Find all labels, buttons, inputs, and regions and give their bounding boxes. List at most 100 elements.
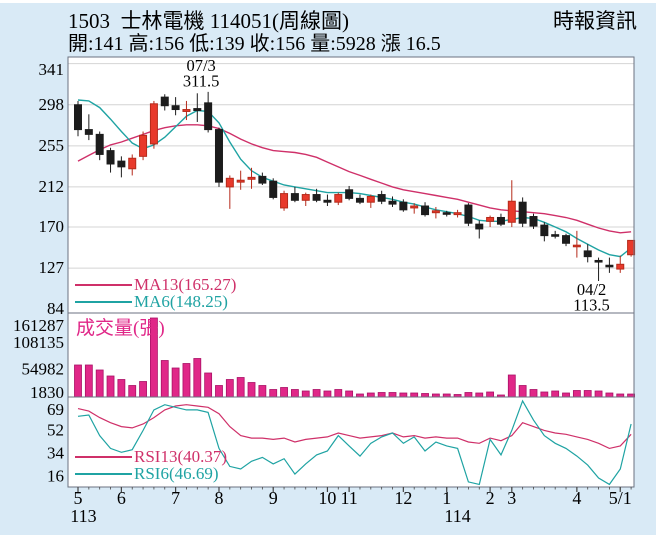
volume-bar bbox=[160, 360, 169, 398]
candle-body bbox=[594, 259, 603, 263]
svg-text:170: 170 bbox=[39, 217, 65, 236]
ma-line-swatch bbox=[75, 300, 132, 303]
svg-text:16: 16 bbox=[47, 467, 64, 486]
ma6-line bbox=[77, 99, 632, 258]
candle-body bbox=[312, 194, 321, 201]
candle-body bbox=[204, 102, 213, 131]
volume-bar bbox=[540, 391, 549, 398]
x-month-label: 2 bbox=[486, 488, 495, 508]
annotation-text: 04/2 bbox=[577, 280, 606, 299]
rsi-legend-label: RSI13(40.37) bbox=[134, 447, 228, 466]
volume-bar bbox=[225, 379, 234, 398]
candle-body bbox=[627, 239, 636, 256]
svg-text:108135: 108135 bbox=[13, 333, 64, 352]
candle-body bbox=[518, 201, 527, 224]
candle-body bbox=[269, 180, 278, 198]
volume-bar bbox=[280, 387, 288, 398]
candle-body bbox=[496, 216, 505, 225]
volume-bar bbox=[204, 372, 213, 398]
volume-bar bbox=[421, 393, 429, 398]
price-y-axis-labels: 341 298 255 212 170 127 84 bbox=[39, 60, 65, 318]
ma-legend-item: MA13(165.27) bbox=[75, 276, 236, 293]
volume-panel-title: 成交量(張) bbox=[76, 318, 165, 339]
candle-body bbox=[562, 235, 571, 244]
data-source-label: 時報資訊 bbox=[553, 9, 637, 33]
volume-bar bbox=[312, 389, 321, 398]
x-month-label: 10 bbox=[318, 488, 336, 508]
volume-bar bbox=[551, 390, 560, 398]
candle-body bbox=[616, 263, 625, 270]
candle-body bbox=[388, 200, 397, 205]
volume-bar bbox=[334, 389, 343, 398]
svg-text:84: 84 bbox=[47, 299, 65, 318]
candle-body bbox=[377, 194, 386, 202]
volume-bar bbox=[117, 379, 126, 398]
ma-line-swatch bbox=[75, 283, 132, 286]
plot-border bbox=[67, 56, 635, 488]
volume-bar bbox=[182, 363, 191, 398]
rsi-line-swatch bbox=[75, 455, 132, 458]
svg-text:161287: 161287 bbox=[13, 316, 65, 335]
candle-body bbox=[366, 195, 375, 203]
candle-body bbox=[421, 205, 430, 216]
svg-text:127: 127 bbox=[39, 258, 65, 277]
volume-bars bbox=[74, 317, 635, 398]
x-month-label: 1 bbox=[442, 488, 451, 508]
candle-body bbox=[475, 223, 484, 230]
volume-bar bbox=[464, 392, 473, 398]
volume-bar bbox=[572, 390, 581, 398]
rsi-legend-item: RSI13(40.37) bbox=[75, 448, 227, 465]
ma-legend-item: MA6(148.25) bbox=[75, 293, 236, 310]
svg-text:52: 52 bbox=[47, 420, 64, 439]
ma-legend-label: MA6(148.25) bbox=[134, 292, 228, 311]
rsi-line-swatch bbox=[75, 472, 132, 475]
candle-body bbox=[529, 216, 538, 227]
ma-legend: MA13(165.27) MA6(148.25) bbox=[75, 276, 236, 310]
candle-body bbox=[106, 150, 115, 165]
ma-legend-label: MA13(165.27) bbox=[134, 275, 237, 294]
volume-bar bbox=[323, 390, 332, 398]
annotation-text: 113.5 bbox=[573, 296, 610, 315]
volume-bar bbox=[518, 385, 527, 398]
stock-title: 1503 士林電機 114051(周線圖) bbox=[68, 9, 349, 33]
candle-body bbox=[149, 103, 158, 145]
candle-body bbox=[334, 194, 343, 203]
volume-bar bbox=[290, 389, 299, 398]
volume-bar bbox=[301, 390, 310, 398]
x-month-label: 11 bbox=[340, 488, 357, 508]
rsi-legend-label: RSI6(46.69) bbox=[134, 464, 219, 483]
svg-text:341: 341 bbox=[39, 60, 65, 79]
x-month-label: 4 bbox=[572, 488, 581, 508]
candle-body bbox=[410, 205, 419, 209]
svg-text:298: 298 bbox=[39, 95, 65, 114]
candle-body bbox=[464, 204, 473, 224]
volume-bar bbox=[106, 375, 115, 398]
candle-body bbox=[258, 175, 267, 184]
candle-body bbox=[583, 250, 592, 258]
candlesticks bbox=[74, 91, 636, 281]
ma13-line bbox=[77, 124, 632, 234]
volume-bar bbox=[399, 392, 408, 398]
candle-body bbox=[431, 210, 440, 214]
volume-bar bbox=[475, 392, 484, 398]
candle-body bbox=[236, 179, 245, 183]
candle-body bbox=[507, 200, 516, 223]
volume-bar bbox=[410, 392, 419, 398]
candle-body bbox=[117, 160, 126, 168]
candle-body bbox=[345, 189, 354, 199]
price-gridlines bbox=[68, 63, 634, 269]
x-month-label: 6 bbox=[117, 488, 126, 508]
candle-body bbox=[182, 109, 191, 112]
candle-body bbox=[139, 134, 148, 157]
svg-text:54982: 54982 bbox=[22, 360, 65, 379]
candle-body bbox=[442, 212, 451, 215]
volume-bar bbox=[345, 390, 354, 398]
candle-body bbox=[84, 129, 93, 135]
volume-bar bbox=[583, 390, 592, 398]
svg-text:69: 69 bbox=[47, 400, 64, 419]
annotation-text: 07/3 bbox=[186, 56, 215, 75]
